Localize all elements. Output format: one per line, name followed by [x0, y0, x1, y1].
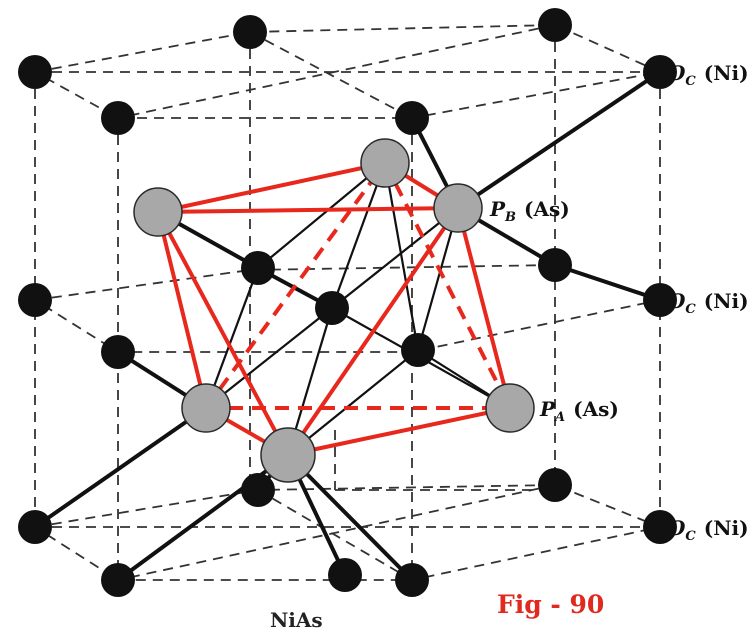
ni-atom — [18, 283, 52, 317]
figure-label: Fig - 90 — [497, 590, 604, 619]
ni-atom — [241, 473, 275, 507]
as-atom — [433, 183, 483, 233]
ni-atom — [395, 563, 429, 597]
ni-atom — [401, 333, 435, 367]
ni-atom — [395, 101, 429, 135]
octahedron-hidden-edges — [204, 161, 512, 410]
ni-atom — [18, 55, 52, 89]
ni-atom — [18, 510, 52, 544]
as-atom — [360, 138, 410, 188]
ni-atom — [538, 8, 572, 42]
ni-atom — [101, 335, 135, 369]
caption-niAs: NiAs — [270, 608, 323, 632]
as-atom — [133, 187, 183, 237]
as-atom — [485, 383, 535, 433]
ni-atoms — [18, 8, 677, 597]
as-atom — [260, 427, 316, 483]
label-oc-mid: OC (Ni) — [668, 289, 748, 317]
label-pb: PB (As) — [489, 197, 570, 225]
label-oc-bottom: OC (Ni) — [668, 516, 748, 544]
ni-atom — [538, 248, 572, 282]
ni-atom — [643, 55, 677, 89]
label-pa: PA (As) — [539, 397, 619, 425]
ni-atom — [101, 101, 135, 135]
ni-atom — [233, 15, 267, 49]
ni-atom — [538, 468, 572, 502]
ni-atom — [643, 510, 677, 544]
as-atoms — [133, 138, 535, 483]
label-oc-top: OC (Ni) — [668, 61, 748, 89]
ni-atom — [101, 563, 135, 597]
ni-atom — [643, 283, 677, 317]
as-atom — [181, 383, 231, 433]
bonds — [33, 70, 662, 582]
ni-atom — [241, 251, 275, 285]
ni-atom — [315, 291, 349, 325]
ni-atom — [328, 558, 362, 592]
